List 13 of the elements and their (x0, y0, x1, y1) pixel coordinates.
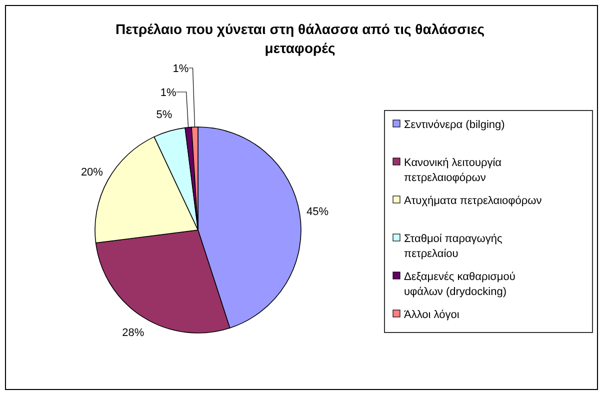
data-label: 1% (160, 87, 176, 99)
legend-label: Άλλοι λόγοι (404, 309, 460, 321)
data-label: 1% (172, 63, 189, 75)
data-label: 20% (80, 166, 104, 179)
chart-title: Πετρέλαιο που χύνεται στη θάλασσα από τις θαλάσσιες μεταφορές (115, 21, 485, 56)
legend-label: Κανονική λειτουργία πετρελαιοφόρων (404, 157, 502, 184)
legend-label: Σεντινόνερα (bilging) (404, 119, 505, 131)
data-label: 5% (156, 108, 172, 121)
legend-label: Σταθμοί παραγωγής πετρελαίου (404, 233, 502, 260)
legend-label: Ατυχήματα πετρελαιοφόρων (404, 195, 542, 207)
data-label: 45% (306, 206, 329, 218)
data-label: 28% (122, 327, 144, 340)
legend-label: Δεξαμενές καθαρισμού υφάλων (drydocking) (404, 271, 516, 298)
